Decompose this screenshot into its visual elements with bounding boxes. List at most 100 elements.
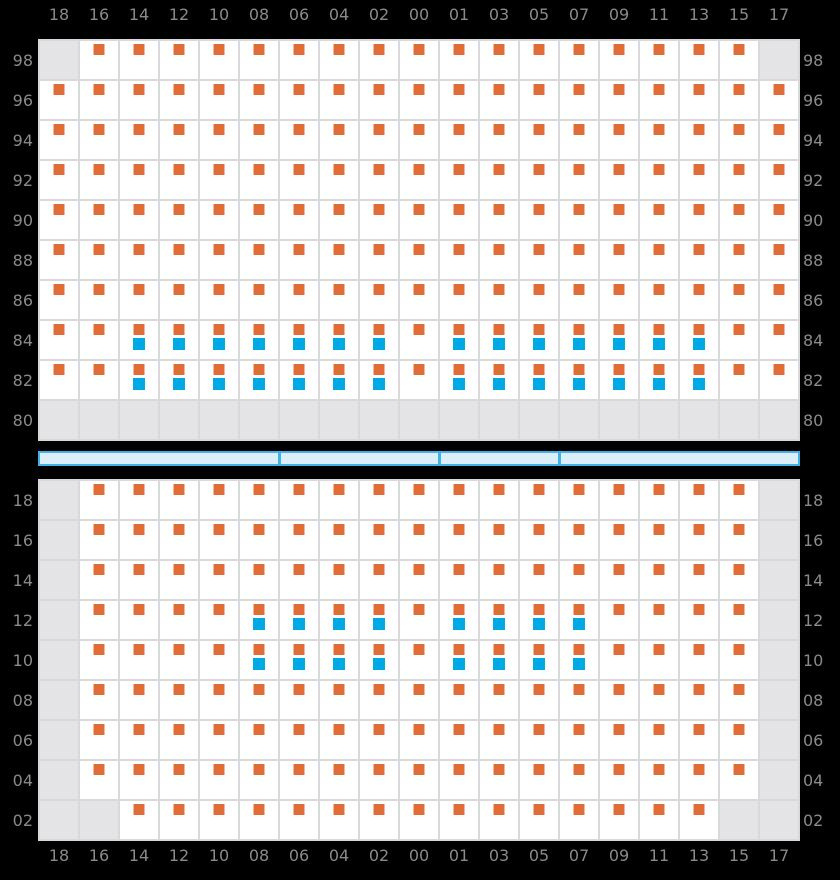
grid-cell[interactable] <box>680 641 718 679</box>
grid-cell[interactable] <box>440 641 478 679</box>
grid-cell[interactable] <box>720 561 758 599</box>
grid-cell[interactable] <box>80 561 118 599</box>
grid-cell[interactable] <box>80 201 118 239</box>
grid-cell[interactable] <box>600 281 638 319</box>
grid-cell[interactable] <box>720 81 758 119</box>
grid-cell[interactable] <box>520 361 558 399</box>
grid-cell[interactable] <box>600 641 638 679</box>
grid-cell[interactable] <box>160 641 198 679</box>
grid-cell[interactable] <box>80 321 118 359</box>
grid-cell[interactable] <box>560 41 598 79</box>
grid-cell[interactable] <box>160 561 198 599</box>
grid-cell[interactable] <box>480 721 518 759</box>
grid-cell[interactable] <box>640 681 678 719</box>
grid-cell[interactable] <box>80 761 118 799</box>
grid-cell[interactable] <box>520 121 558 159</box>
grid-cell[interactable] <box>360 121 398 159</box>
grid-cell[interactable] <box>280 361 318 399</box>
grid-cell[interactable] <box>520 721 558 759</box>
grid-cell[interactable] <box>600 201 638 239</box>
grid-cell[interactable] <box>360 761 398 799</box>
grid-cell[interactable] <box>120 481 158 519</box>
grid-cell[interactable] <box>560 241 598 279</box>
grid-cell[interactable] <box>200 161 238 199</box>
grid-cell[interactable] <box>720 521 758 559</box>
grid-cell[interactable] <box>720 361 758 399</box>
grid-cell[interactable] <box>520 601 558 639</box>
grid-cell[interactable] <box>200 81 238 119</box>
grid-cell[interactable] <box>240 601 278 639</box>
grid-cell[interactable] <box>480 81 518 119</box>
grid-cell[interactable] <box>480 41 518 79</box>
grid-cell[interactable] <box>200 601 238 639</box>
grid-cell[interactable] <box>200 321 238 359</box>
grid-cell[interactable] <box>120 241 158 279</box>
grid-cell[interactable] <box>280 601 318 639</box>
grid-cell[interactable] <box>320 81 358 119</box>
grid-cell[interactable] <box>560 81 598 119</box>
grid-cell[interactable] <box>560 121 598 159</box>
grid-cell[interactable] <box>640 801 678 839</box>
grid-cell[interactable] <box>440 681 478 719</box>
grid-cell[interactable] <box>720 761 758 799</box>
grid-cell[interactable] <box>40 361 78 399</box>
grid-cell[interactable] <box>720 201 758 239</box>
grid-cell[interactable] <box>760 281 798 319</box>
grid-cell[interactable] <box>560 561 598 599</box>
grid-cell[interactable] <box>360 81 398 119</box>
grid-cell[interactable] <box>200 121 238 159</box>
grid-cell[interactable] <box>120 641 158 679</box>
grid-cell[interactable] <box>320 681 358 719</box>
grid-cell[interactable] <box>480 561 518 599</box>
grid-cell[interactable] <box>160 281 198 319</box>
grid-cell[interactable] <box>120 161 158 199</box>
grid-cell[interactable] <box>400 761 438 799</box>
grid-cell[interactable] <box>360 321 398 359</box>
grid-cell[interactable] <box>40 321 78 359</box>
grid-cell[interactable] <box>560 481 598 519</box>
grid-cell[interactable] <box>680 241 718 279</box>
grid-cell[interactable] <box>760 81 798 119</box>
grid-cell[interactable] <box>240 481 278 519</box>
grid-cell[interactable] <box>640 121 678 159</box>
grid-cell[interactable] <box>320 121 358 159</box>
grid-cell[interactable] <box>280 481 318 519</box>
grid-cell[interactable] <box>440 481 478 519</box>
grid-cell[interactable] <box>360 801 398 839</box>
overview-scrollbar[interactable] <box>38 451 800 466</box>
grid-cell[interactable] <box>40 161 78 199</box>
grid-cell[interactable] <box>480 481 518 519</box>
grid-cell[interactable] <box>640 41 678 79</box>
grid-cell[interactable] <box>160 121 198 159</box>
grid-cell[interactable] <box>320 161 358 199</box>
grid-cell[interactable] <box>200 281 238 319</box>
grid-cell[interactable] <box>720 641 758 679</box>
grid-cell[interactable] <box>360 241 398 279</box>
grid-cell[interactable] <box>160 201 198 239</box>
grid-cell[interactable] <box>200 481 238 519</box>
grid-cell[interactable] <box>560 641 598 679</box>
grid-cell[interactable] <box>640 721 678 759</box>
grid-cell[interactable] <box>160 241 198 279</box>
grid-cell[interactable] <box>600 761 638 799</box>
grid-cell[interactable] <box>560 201 598 239</box>
grid-cell[interactable] <box>40 81 78 119</box>
grid-cell[interactable] <box>640 521 678 559</box>
grid-cell[interactable] <box>360 481 398 519</box>
grid-cell[interactable] <box>160 681 198 719</box>
grid-cell[interactable] <box>480 761 518 799</box>
grid-cell[interactable] <box>120 561 158 599</box>
grid-cell[interactable] <box>440 801 478 839</box>
grid-cell[interactable] <box>280 641 318 679</box>
grid-cell[interactable] <box>400 641 438 679</box>
grid-cell[interactable] <box>640 161 678 199</box>
grid-cell[interactable] <box>720 681 758 719</box>
grid-cell[interactable] <box>120 721 158 759</box>
grid-cell[interactable] <box>320 361 358 399</box>
grid-cell[interactable] <box>160 601 198 639</box>
grid-cell[interactable] <box>400 321 438 359</box>
grid-cell[interactable] <box>280 721 318 759</box>
grid-cell[interactable] <box>320 601 358 639</box>
grid-cell[interactable] <box>520 801 558 839</box>
grid-cell[interactable] <box>520 81 558 119</box>
